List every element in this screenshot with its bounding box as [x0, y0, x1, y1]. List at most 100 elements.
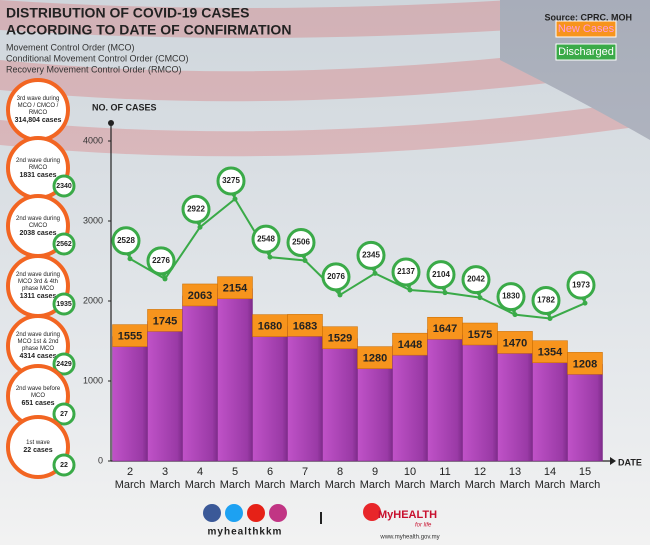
x-tick-label: 9 March [359, 466, 391, 491]
social-icon [203, 504, 221, 522]
wave-box: 2nd wave during CMCO 2038 cases [14, 206, 62, 246]
wave-text: 3rd wave during MCO / CMCO / RMCO314,804… [14, 96, 62, 124]
wave-label: 2nd wave during CMCO [15, 215, 61, 229]
wave-discharged: 2429 [56, 361, 72, 368]
label-bubble [111, 226, 141, 256]
label-bubble [181, 194, 211, 224]
point-label: 1973 [572, 280, 590, 289]
bar-label: 2063 [188, 290, 212, 302]
bar-label: 1683 [293, 320, 317, 332]
bar-label: 1555 [118, 331, 142, 343]
wave-box: 2nd wave during MCO 3rd & 4th phase MCO 1… [14, 266, 62, 306]
wave-label: 2nd wave during MCO 3rd & 4th phase MCO [15, 272, 61, 292]
wave-cases: 314,804 cases [14, 117, 62, 124]
title: DISTRIBUTION OF COVID-19 CASES [6, 5, 249, 21]
y-tick-label: 3000 [83, 215, 103, 225]
wave-cases: 2038 cases [19, 229, 57, 237]
wave-text: 2nd wave during MCO 3rd & 4th phase MCO1… [14, 266, 62, 306]
bar-label: 1280 [363, 353, 387, 365]
wave-discharged: 27 [60, 411, 68, 418]
point-label: 2104 [432, 270, 450, 279]
x-tick-label: 14 March [534, 466, 566, 491]
wave-discharged-circle [52, 453, 76, 477]
x-tick-label: 3 March [149, 466, 181, 491]
wave-discharged: 2340 [56, 183, 72, 190]
label-bubble [426, 260, 456, 290]
label-bubble [146, 246, 176, 276]
bar [287, 326, 323, 462]
bar-label: 1575 [468, 329, 492, 341]
bar [532, 352, 568, 462]
wave-discharged-circle [52, 232, 76, 256]
point-label: 2345 [362, 251, 380, 260]
point-label: 2042 [467, 275, 485, 284]
bar [322, 338, 358, 462]
footer-handle: myhealthkkm [208, 527, 283, 538]
subtitle: Movement Control Order (MCO) [6, 42, 135, 52]
bar [252, 326, 288, 462]
x-tick-label: 15 March [569, 466, 601, 491]
discharged-line [129, 197, 586, 320]
bar [147, 321, 183, 462]
legend-box [555, 20, 617, 38]
bar-label: 1470 [503, 337, 527, 349]
wave-cases: 1311 cases [19, 293, 57, 300]
label-bubble [321, 262, 351, 292]
label-bubble [251, 224, 281, 254]
point-label: 2276 [152, 256, 170, 265]
wave-label: 3rd wave during MCO / CMCO / RMCO [16, 96, 60, 116]
point-label: 2922 [187, 204, 205, 213]
bar-label-box [567, 352, 603, 375]
bar-label: 1680 [258, 321, 282, 333]
legend-label: New Cases [558, 23, 615, 35]
y-tick-label: 1000 [83, 375, 103, 385]
wave-box: 2nd wave during MCO 1st & 2nd phase MCO 4… [14, 326, 62, 366]
point-label: 3275 [222, 176, 240, 185]
wave-cases: 22 cases [23, 447, 53, 454]
wave-discharged-circle [52, 402, 76, 426]
social-icon [269, 504, 287, 522]
label-bubble [566, 270, 596, 300]
x-tick-label: 8 March [324, 466, 356, 491]
footer-brand: MyHEALTH [378, 509, 437, 521]
y-tick-label: 0 [98, 455, 103, 465]
social-icon [247, 504, 265, 522]
x-tick-label: 11 March [429, 466, 461, 491]
point-label: 2548 [257, 234, 275, 243]
label-bubble [461, 265, 491, 295]
bar-label-box [532, 340, 568, 363]
bar-label-box [287, 314, 323, 337]
x-axis-title: DATE [618, 457, 642, 467]
x-tick-label: 2 March [114, 466, 146, 491]
legend-label: Discharged [558, 46, 614, 58]
x-tick-label: 6 March [254, 466, 286, 491]
point-label: 2528 [117, 236, 135, 245]
bar-label: 1208 [573, 358, 597, 370]
point-label: 1782 [537, 296, 555, 305]
wave-label: 2nd wave before MCO [15, 385, 61, 399]
wave-box: 2nd wave during RMCO 1831 cases [14, 148, 62, 188]
axis-cap [108, 120, 114, 126]
label-bubble [531, 285, 561, 315]
title: ACCORDING TO DATE OF CONFIRMATION [6, 22, 291, 38]
bar-label: 1529 [328, 333, 352, 345]
wave-cases: 1831 cases [19, 171, 57, 179]
legend-box [555, 43, 617, 61]
wave-discharged: 1935 [56, 301, 72, 308]
bar-label: 1448 [398, 339, 422, 351]
bar [497, 343, 533, 462]
y-axis-title: NO. OF CASES [92, 102, 157, 112]
bar [462, 334, 498, 462]
bar-label-box [217, 276, 253, 299]
social-icon [225, 504, 243, 522]
bar-label-box [322, 326, 358, 349]
label-bubble [391, 257, 421, 287]
wave-label: 1st wave [26, 440, 50, 446]
x-tick-label: 7 March [289, 466, 321, 491]
wave-label: 2nd wave during RMCO [15, 157, 61, 171]
